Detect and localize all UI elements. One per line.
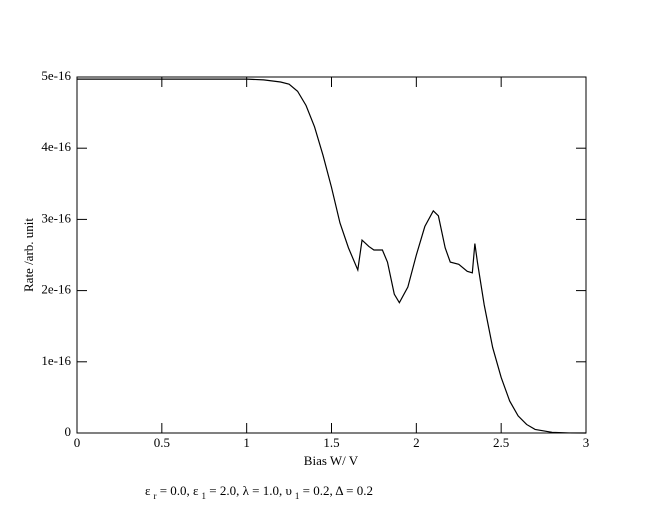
annotation-text: = 2.0, λ = 1.0, υ bbox=[206, 483, 292, 498]
x-tick-label: 1.5 bbox=[323, 435, 339, 450]
y-axis-label: Rate /arb. unit bbox=[21, 218, 36, 292]
annotation-subscript: 1 bbox=[295, 491, 300, 501]
x-tick-label: 1 bbox=[243, 435, 250, 450]
annotation-subscript: 1 bbox=[202, 491, 207, 501]
annotation-text: ε bbox=[145, 483, 151, 498]
y-tick-label: 3e-16 bbox=[41, 210, 71, 225]
y-tick-label: 1e-16 bbox=[41, 353, 71, 368]
x-axis-label: Bias W/ V bbox=[304, 453, 359, 468]
y-tick-label: 4e-16 bbox=[41, 139, 71, 154]
annotation-text: = 0.0, ε bbox=[156, 483, 199, 498]
y-tick-label: 0 bbox=[65, 424, 72, 439]
annotation-subscript: r bbox=[153, 491, 156, 501]
x-tick-label: 0 bbox=[74, 435, 81, 450]
annotation-text: = 0.2, Δ = 0.2 bbox=[299, 483, 373, 498]
x-tick-label: 2.5 bbox=[493, 435, 509, 450]
y-tick-label: 2e-16 bbox=[41, 282, 71, 297]
y-tick-label: 5e-16 bbox=[41, 68, 71, 83]
line-series bbox=[77, 78, 587, 434]
x-tick-label: 3 bbox=[583, 435, 590, 450]
x-tick-label: 2 bbox=[413, 435, 420, 450]
x-tick-label: 0.5 bbox=[154, 435, 170, 450]
